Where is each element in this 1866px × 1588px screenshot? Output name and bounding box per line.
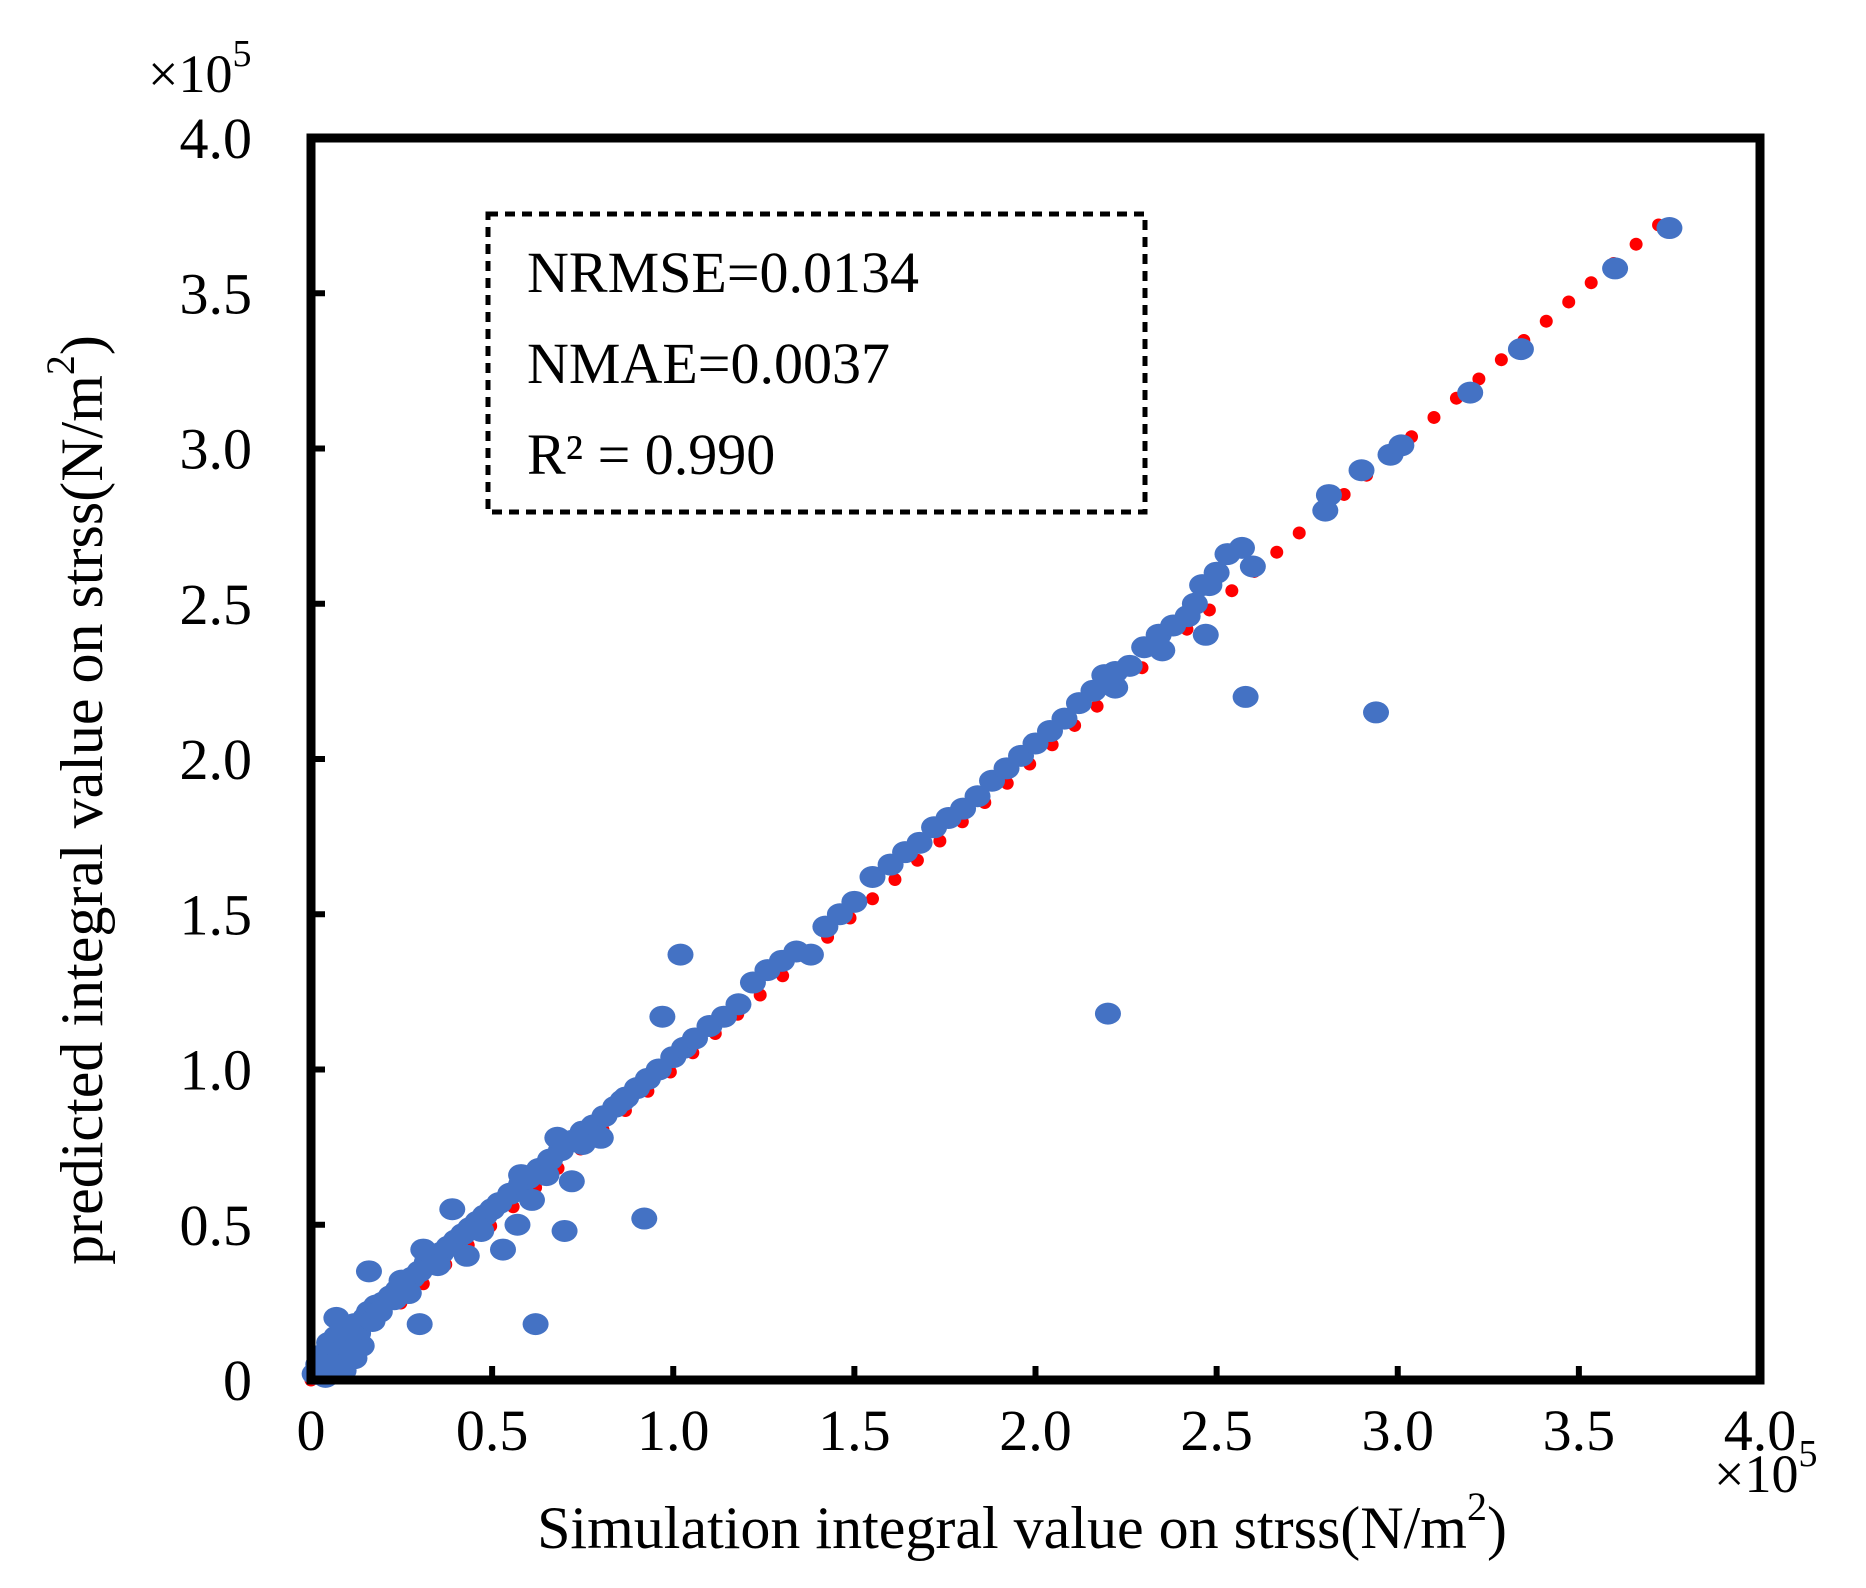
data-point <box>388 1269 415 1292</box>
data-points <box>301 217 1683 1388</box>
data-point <box>1051 707 1078 730</box>
data-point <box>1507 338 1534 361</box>
trendline-dot <box>865 892 879 906</box>
axis-ticks <box>311 290 1582 1380</box>
data-point <box>906 831 933 854</box>
data-point <box>518 1188 545 1211</box>
data-point <box>667 943 694 966</box>
data-point <box>1094 1002 1121 1025</box>
y-tick-label: 0 <box>223 1348 252 1413</box>
data-point <box>797 943 824 966</box>
x-tick-label: 4.0 <box>1724 1398 1797 1463</box>
x-tick-label: 2.5 <box>1180 1398 1253 1463</box>
data-point <box>1203 561 1230 584</box>
data-point <box>489 1238 516 1261</box>
y-tick-label: 4.0 <box>180 106 253 171</box>
x-tick-label: 2.0 <box>999 1398 1072 1463</box>
data-point <box>631 1207 658 1230</box>
y-tick-label: 3.0 <box>180 417 253 482</box>
x-tick-label: 1.0 <box>637 1398 710 1463</box>
data-point <box>1602 257 1629 280</box>
y-multiplier-label: ×105 <box>148 33 251 104</box>
y-axis-title: predicted integral value on strss(N/m2) <box>38 335 115 1265</box>
x-axis-title: Simulation integral value on strss(N/m2) <box>537 1484 1507 1561</box>
data-point <box>341 1337 368 1360</box>
data-point <box>522 1313 549 1336</box>
data-point <box>1348 459 1375 482</box>
data-point <box>1457 381 1484 404</box>
data-point <box>1239 555 1266 578</box>
trendline-dot <box>1427 410 1441 424</box>
x-tick-label: 3.5 <box>1543 1398 1616 1463</box>
nmae-text: NMAE=0.0037 <box>527 331 890 396</box>
data-point <box>649 1005 676 1028</box>
y-tick-label: 1.0 <box>180 1038 253 1103</box>
x-tick-label: 3.0 <box>1362 1398 1435 1463</box>
y-tick-label: 2.0 <box>180 727 253 792</box>
data-point <box>1388 434 1415 457</box>
data-point <box>1149 639 1176 662</box>
trendline-dot <box>1562 295 1576 309</box>
data-point <box>439 1198 466 1221</box>
y-tick-label: 1.5 <box>180 882 253 947</box>
data-point <box>587 1126 614 1149</box>
y-tick-labels: 0 0.5 1.0 1.5 2.0 2.5 3.0 3.5 4.0 <box>180 106 253 1413</box>
trendline-dot <box>1292 526 1306 540</box>
data-point <box>410 1238 437 1261</box>
trendline-dot <box>1270 545 1284 559</box>
y-tick-label: 0.5 <box>180 1193 253 1258</box>
x-tick-label: 1.5 <box>818 1398 891 1463</box>
trendline-dot <box>1494 353 1508 367</box>
trendline-dot <box>1472 372 1486 386</box>
data-point <box>1102 676 1129 699</box>
r2-text: R² = 0.990 <box>527 422 775 487</box>
trendline-dot <box>1584 276 1598 290</box>
data-point <box>1315 484 1342 507</box>
data-point <box>1192 623 1219 646</box>
data-point <box>406 1313 433 1336</box>
trendline-dot <box>1539 314 1553 328</box>
data-point <box>468 1219 495 1242</box>
y-tick-label: 3.5 <box>180 261 253 326</box>
x-tick-labels: 0 0.5 1.0 1.5 2.0 2.5 3.0 3.5 4.0 <box>297 1398 1797 1463</box>
data-point <box>551 1219 578 1242</box>
trendline-dot <box>1090 699 1104 713</box>
data-point <box>1181 592 1208 615</box>
data-point <box>1228 536 1255 559</box>
data-point <box>609 1089 636 1112</box>
nrmse-text: NRMSE=0.0134 <box>527 240 919 305</box>
trendline-dot <box>1225 584 1239 598</box>
data-point <box>1232 685 1259 708</box>
data-point <box>1656 217 1683 240</box>
y-tick-label: 2.5 <box>180 572 253 637</box>
data-point <box>533 1164 560 1187</box>
data-point <box>1363 701 1390 724</box>
data-point <box>355 1260 382 1283</box>
trendline-dot <box>1629 237 1643 251</box>
data-point <box>424 1254 451 1277</box>
stats-box <box>485 211 1148 515</box>
data-point <box>544 1126 571 1149</box>
x-tick-label: 0.5 <box>456 1398 529 1463</box>
data-point <box>725 993 752 1016</box>
data-point <box>1116 654 1143 677</box>
data-point <box>508 1164 535 1187</box>
x-tick-label: 0 <box>297 1398 326 1463</box>
trendline-dot <box>888 872 902 886</box>
data-point <box>841 890 868 913</box>
data-point <box>964 785 991 808</box>
data-point <box>504 1213 531 1236</box>
data-point <box>558 1170 585 1193</box>
data-point <box>453 1244 480 1267</box>
x-multiplier-label: ×105 <box>1714 1433 1817 1504</box>
data-point <box>323 1306 350 1329</box>
data-point <box>859 865 886 888</box>
